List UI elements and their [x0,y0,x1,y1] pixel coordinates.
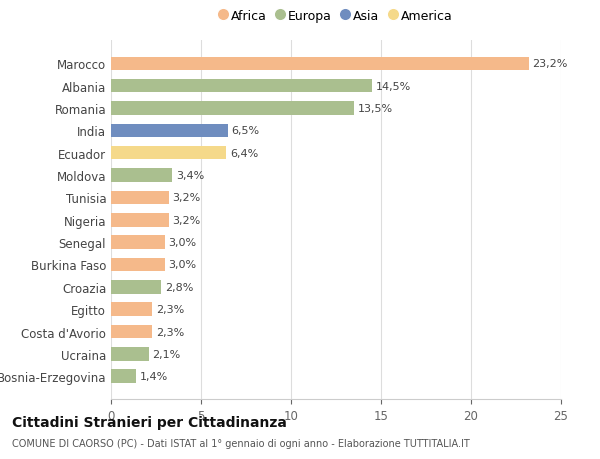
Text: 2,3%: 2,3% [156,327,184,337]
Text: 13,5%: 13,5% [358,104,393,114]
Bar [111,258,165,272]
Text: 2,3%: 2,3% [156,304,184,314]
Text: 3,0%: 3,0% [169,238,197,247]
Bar [111,124,228,138]
Text: 1,4%: 1,4% [140,371,168,381]
Bar [111,147,226,160]
Text: 23,2%: 23,2% [532,59,568,69]
Bar [111,325,152,338]
Text: 6,5%: 6,5% [232,126,260,136]
Bar [111,303,152,316]
Text: 3,2%: 3,2% [172,215,200,225]
Bar [111,213,169,227]
Text: 6,4%: 6,4% [230,148,258,158]
Text: 14,5%: 14,5% [376,82,411,91]
Bar [111,169,172,182]
Bar [111,191,169,205]
Text: COMUNE DI CAORSO (PC) - Dati ISTAT al 1° gennaio di ogni anno - Elaborazione TUT: COMUNE DI CAORSO (PC) - Dati ISTAT al 1°… [12,438,470,448]
Bar [111,369,136,383]
Text: 3,2%: 3,2% [172,193,200,203]
Text: 3,0%: 3,0% [169,260,197,270]
Bar [111,347,149,361]
Legend: Africa, Europa, Asia, America: Africa, Europa, Asia, America [216,6,456,27]
Bar [111,80,372,93]
Bar [111,280,161,294]
Bar [111,57,529,71]
Text: Cittadini Stranieri per Cittadinanza: Cittadini Stranieri per Cittadinanza [12,415,287,429]
Bar [111,236,165,249]
Text: 2,1%: 2,1% [152,349,181,359]
Text: 3,4%: 3,4% [176,171,204,181]
Text: 2,8%: 2,8% [165,282,193,292]
Bar [111,102,354,116]
